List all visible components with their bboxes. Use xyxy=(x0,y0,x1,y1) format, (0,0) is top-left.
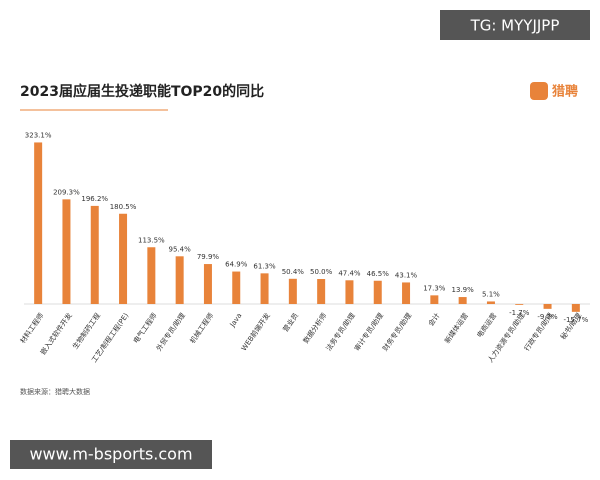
bar xyxy=(317,279,326,304)
value-label: 17.3% xyxy=(423,284,446,292)
bar xyxy=(543,304,552,309)
watermark-box xyxy=(440,10,590,40)
bar xyxy=(119,213,128,304)
footer: www.m-bsports.com xyxy=(29,445,192,464)
value-label: 196.2% xyxy=(81,195,108,203)
value-label: -9.7% xyxy=(537,313,558,321)
bar xyxy=(203,264,212,304)
value-label: 47.4% xyxy=(338,269,361,277)
value-label: 5.1% xyxy=(482,290,500,298)
bar xyxy=(402,282,411,304)
brand: 猎聘 xyxy=(552,84,578,100)
value-label: 43.1% xyxy=(395,271,418,279)
bar xyxy=(430,295,439,304)
value-label: -1.7% xyxy=(509,309,530,317)
bar xyxy=(147,247,156,304)
value-label: 180.5% xyxy=(110,203,137,211)
value-label: 95.4% xyxy=(169,245,192,253)
bar xyxy=(232,271,241,304)
bar xyxy=(571,304,580,312)
watermark: TG: MYYJJPP xyxy=(470,17,560,35)
bar xyxy=(345,280,354,304)
value-label: 209.3% xyxy=(53,188,80,196)
value-label: 50.0% xyxy=(310,268,333,276)
value-label: 50.4% xyxy=(282,268,305,276)
bar xyxy=(458,297,467,304)
value-label: 79.9% xyxy=(197,253,220,261)
bar xyxy=(515,304,524,305)
source: 数据来源：猎聘大数据 xyxy=(20,387,90,396)
value-label: 323.1% xyxy=(25,131,52,139)
bar xyxy=(90,205,99,304)
chart-title: 2023届应届生投递职能TOP20的同比 xyxy=(20,83,264,100)
footer-box xyxy=(10,440,212,469)
bar xyxy=(486,301,495,304)
value-label: 61.3% xyxy=(253,262,276,270)
bar xyxy=(175,256,184,304)
bar xyxy=(260,273,269,304)
value-label: 46.5% xyxy=(367,270,390,278)
bar xyxy=(34,142,43,304)
value-label: 64.9% xyxy=(225,261,248,269)
bar xyxy=(288,278,297,304)
bar xyxy=(373,280,382,304)
brand-icon xyxy=(530,82,548,100)
bar xyxy=(62,199,71,304)
value-label: -15.7% xyxy=(563,316,588,324)
value-label: 13.9% xyxy=(452,286,475,294)
value-label: 113.5% xyxy=(138,236,165,244)
